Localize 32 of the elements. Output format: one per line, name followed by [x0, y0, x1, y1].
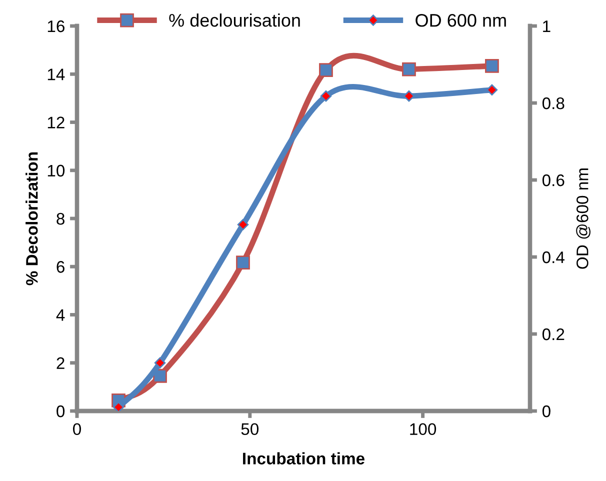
y2-axis-title: OD @600 nm: [576, 168, 590, 269]
point: [237, 219, 249, 230]
point: [320, 90, 332, 102]
y2-tick-label: 0.4: [542, 251, 564, 264]
point: [236, 256, 250, 270]
point: [319, 63, 333, 77]
x-tick-label: 50: [241, 423, 259, 436]
y2-tick-label: 0.6: [542, 174, 564, 186]
point: [154, 357, 166, 368]
y2-tick-label: 0.8: [542, 97, 564, 110]
y-tick-label: 14: [48, 68, 65, 80]
point: [402, 62, 416, 76]
y-tick-label: 12: [48, 116, 64, 128]
point: [153, 368, 167, 383]
y-tick-label: 4: [56, 309, 65, 321]
y-tick-label: 10: [48, 164, 65, 177]
x-tick-label: 0: [73, 423, 81, 436]
y-tick-label: 6: [56, 261, 64, 273]
y-tick-label: 16: [48, 20, 64, 32]
y-axis-title: % Decolorization: [26, 152, 38, 286]
point: [485, 59, 499, 73]
y2-tick-label: 0.2: [542, 328, 564, 340]
y-tick-label: 0: [56, 405, 65, 418]
y-tick-label: 8: [56, 212, 64, 225]
legend-label: OD 600 nm: [416, 14, 506, 27]
y2-tick-label: 1: [543, 20, 550, 32]
x-axis-title: Incubation time: [243, 452, 365, 464]
legend-label: % declourisation: [169, 13, 300, 27]
y-tick-label: 2: [56, 357, 64, 369]
x-tick-label: 100: [410, 423, 436, 436]
y2-tick-label: 0: [542, 405, 550, 418]
point: [112, 402, 124, 411]
